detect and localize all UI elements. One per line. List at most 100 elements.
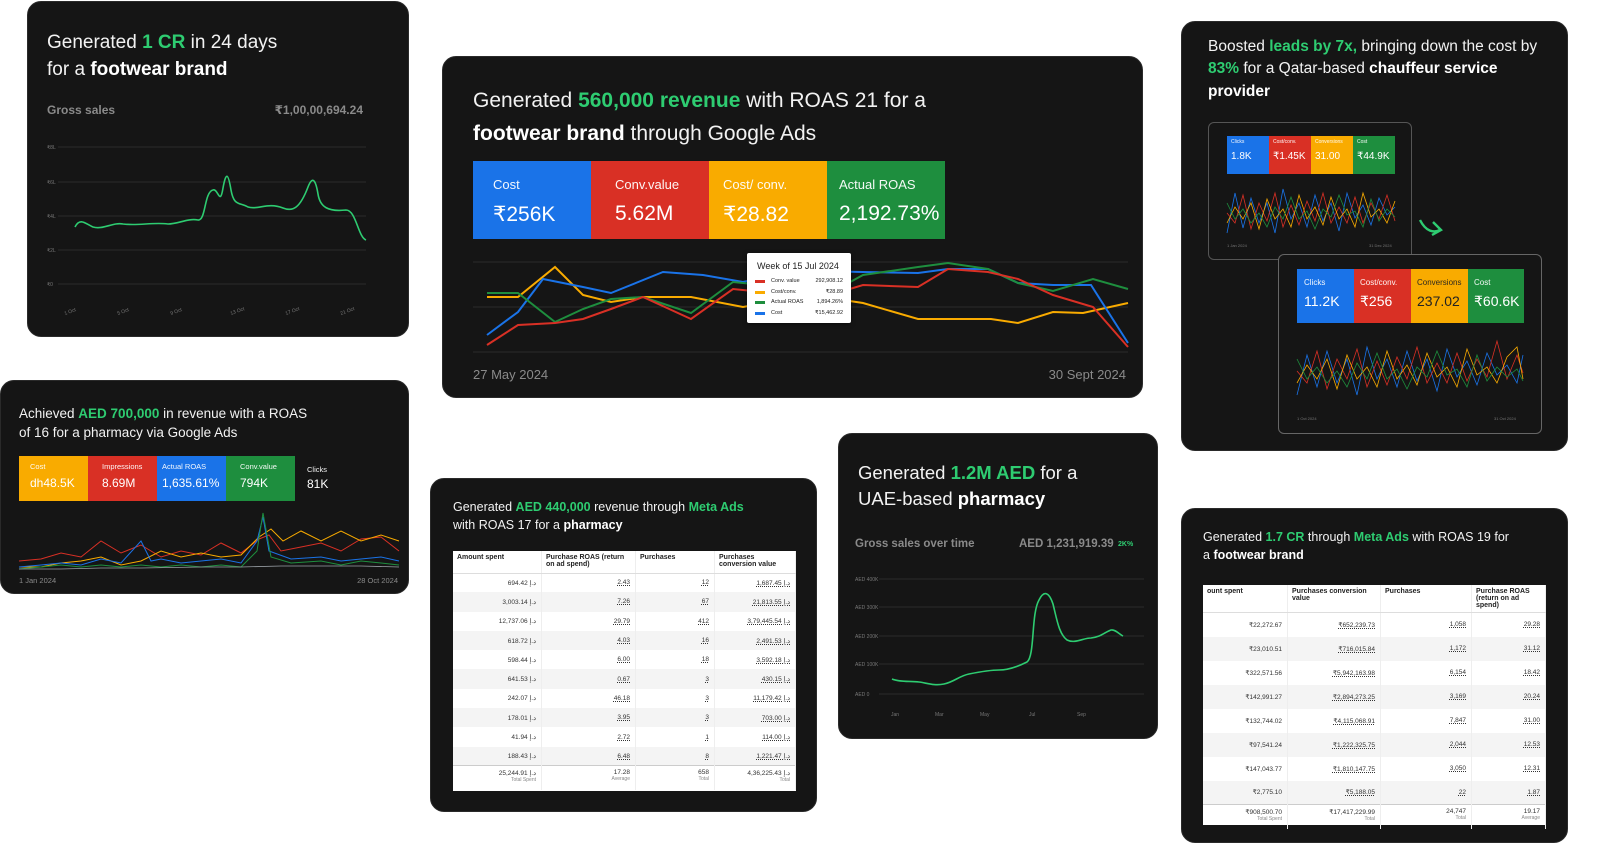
total-cell: ₹908,500.70 Total Spent xyxy=(1203,804,1288,829)
table-cell: 1.87 xyxy=(1471,780,1546,805)
card-uae-pharmacy: Generated 1.2M AED for a UAE-based pharm… xyxy=(838,433,1158,739)
table-row[interactable]: ₹322,571.56 ₹5,942,163.98 6,154 18.42 xyxy=(1203,660,1546,685)
date-start: 27 May 2024 xyxy=(473,367,549,382)
table-row[interactable]: ₹2,775.10 ₹5,188.05 22 1.87 xyxy=(1203,780,1546,805)
after-stat-cost-per-conv[interactable]: Cost/conv. ₹256 xyxy=(1354,269,1411,323)
card-pharmacy-google-ads: Achieved AED 700,000 in revenue with a R… xyxy=(0,380,409,594)
total-cell: 24,747 Total xyxy=(1380,804,1472,829)
card-footwear-1cr: Generated 1 CR in 24 days for a footwear… xyxy=(27,1,409,337)
before-stat-conversions[interactable]: Conversions 31.00 xyxy=(1311,136,1353,174)
table-cell: 3 xyxy=(635,669,715,689)
table-cell: ₹22,272.67 xyxy=(1203,612,1288,637)
before-panel: Clicks 1.8K Cost/conv. ₹1.45K Conversions 3… xyxy=(1208,122,1412,260)
table-row[interactable]: ₹97,541.24 ₹1,222,325.75 2,044 12.53 xyxy=(1203,732,1546,757)
table-cell: 188.43 د.إ xyxy=(453,746,542,766)
stat-cost[interactable]: Cost dh48.5K xyxy=(19,456,88,501)
y-tick: ₹8L xyxy=(47,145,56,151)
table-cell: ₹1,810,147.75 xyxy=(1287,756,1381,781)
col-header[interactable]: ount spent xyxy=(1203,585,1288,613)
table-cell: 21,813.55 د.إ xyxy=(714,592,796,612)
y-tick: ₹0 xyxy=(47,282,53,288)
after-panel: Clicks 11.2K Cost/conv. ₹256 Conversions 23… xyxy=(1278,254,1542,434)
col-header[interactable]: Purchase ROAS (return on ad spend) xyxy=(1471,585,1546,613)
card2-stat-row: Cost ₹256K Conv.value 5.62M Cost/ conv. ₹28… xyxy=(473,161,945,239)
col-header[interactable]: Purchase ROAS (return on ad spend) xyxy=(541,551,636,574)
stat-conv-value[interactable]: Conv.value 794K xyxy=(226,456,295,501)
total-cell: 17.28 Average xyxy=(541,765,636,790)
table-row[interactable]: 242.07 د.إ 46.18 3 11,179.42 د.إ xyxy=(453,688,796,709)
card6-headline: Generated 1.2M AED for a UAE-based pharm… xyxy=(858,462,1078,510)
total-cell: 4,36,225.43 د.إ Total xyxy=(714,765,796,790)
stat-actual-roas[interactable]: Actual ROAS 2,192.73% xyxy=(827,161,945,239)
svg-text:31 Dec 2024: 31 Dec 2024 xyxy=(1369,243,1392,248)
table-row[interactable]: 694.42 د.إ 2.43 12 1,687.45 د.إ xyxy=(453,573,796,593)
table-cell: 6.48 xyxy=(541,746,636,766)
after-stat-cost[interactable]: Cost ₹60.6K xyxy=(1468,269,1524,323)
table-cell: 29.79 xyxy=(541,611,636,631)
table-cell: ₹5,942,163.98 xyxy=(1287,660,1381,685)
table-row[interactable]: ₹22,272.67 ₹652,239.73 1,058 29.28 xyxy=(1203,612,1546,637)
card3-headline: Boosted leads by 7x, bringing down the c… xyxy=(1208,38,1538,100)
table-row[interactable]: 641.53 د.إ 0.67 3 430.15 د.إ xyxy=(453,669,796,689)
card6-line-chart: AED 400K AED 300K AED 200K AED 100K AED … xyxy=(855,577,1144,718)
col-header[interactable]: Purchases conversion value xyxy=(1287,585,1381,613)
table-row[interactable]: 618.72 د.إ 4.03 16 2,491.53 د.إ xyxy=(453,630,796,651)
svg-text:1 Jan 2024: 1 Jan 2024 xyxy=(1227,243,1248,248)
stat-cost-per-conv[interactable]: Cost/ conv. ₹28.82 xyxy=(709,161,827,239)
after-stat-clicks[interactable]: Clicks 11.2K xyxy=(1297,269,1354,323)
col-header[interactable]: Purchases conversion value xyxy=(714,551,796,574)
card4-headline: Achieved AED 700,000 in revenue with a R… xyxy=(19,406,308,440)
before-stat-clicks[interactable]: Clicks 1.8K xyxy=(1227,136,1269,174)
table-cell: 2,044 xyxy=(1380,732,1472,757)
table-cell: ₹652,239.73 xyxy=(1287,612,1381,637)
y-tick: ₹2L xyxy=(47,248,56,254)
table-cell: 2.72 xyxy=(541,727,636,747)
table-cell: 31.12 xyxy=(1471,636,1546,661)
x-tick: 9 Oct xyxy=(170,307,184,317)
table-cell: ₹23,010.51 xyxy=(1203,636,1288,661)
before-stat-cost-per-conv[interactable]: Cost/conv. ₹1.45K xyxy=(1269,136,1311,174)
after-stat-conversions[interactable]: Conversions 237.02 xyxy=(1411,269,1468,323)
stat-impressions[interactable]: Impressions 8.69M xyxy=(88,456,157,501)
card5-table: Amount spent Purchase ROAS (return on ad… xyxy=(453,551,796,790)
table-cell: 3,050 xyxy=(1380,756,1472,781)
table-cell: 31.00 xyxy=(1471,708,1546,733)
stat-cost[interactable]: Cost ₹256K xyxy=(473,161,591,239)
stat-conv-value[interactable]: Conv.value 5.62M xyxy=(591,161,709,239)
table-row[interactable]: ₹142,991.27 ₹2,894,273.25 3,169 20.24 xyxy=(1203,684,1546,709)
table-cell: ₹2,775.10 xyxy=(1203,780,1288,805)
table-cell: 1 xyxy=(635,727,715,747)
card2-headline: Generated 560,000 revenue with ROAS 21 f… xyxy=(473,89,926,145)
col-header[interactable]: Amount spent xyxy=(453,551,542,574)
table-row[interactable]: 3,003.14 د.إ 7.26 67 21,813.55 د.إ xyxy=(453,592,796,612)
stat-actual-roas[interactable]: Actual ROAS 1,635.61% xyxy=(157,456,226,501)
table-cell: 7,847 xyxy=(1380,708,1472,733)
table-cell: 20.24 xyxy=(1471,684,1546,709)
card5-table-panel: Amount spent Purchase ROAS (return on ad… xyxy=(453,551,796,791)
table-cell: 3.95 xyxy=(541,708,636,728)
table-cell: ₹97,541.24 xyxy=(1203,732,1288,757)
svg-text:AED 200K: AED 200K xyxy=(855,634,879,640)
table-row[interactable]: 41.94 د.إ 2.72 1 114.00 د.إ xyxy=(453,727,796,747)
table-row[interactable]: 598.44 د.إ 6.00 18 3,592.18 د.إ xyxy=(453,650,796,670)
table-cell: 641.53 د.إ xyxy=(453,669,542,689)
table-row[interactable]: 12,737.06 د.إ 29.79 412 3,79,445.54 د.إ xyxy=(453,611,796,631)
table-row[interactable]: 188.43 د.إ 6.48 8 1,221.47 د.إ xyxy=(453,746,796,766)
card7-table-panel: ount spent Purchases conversion value Pu… xyxy=(1203,585,1546,829)
table-row[interactable]: ₹23,010.51 ₹716,015.84 1,172 31.12 xyxy=(1203,636,1546,661)
col-header[interactable]: Purchases xyxy=(1380,585,1472,613)
before-stat-cost[interactable]: Cost ₹44.9K xyxy=(1353,136,1395,174)
table-cell: 7.26 xyxy=(541,592,636,612)
table-row[interactable]: ₹147,043.77 ₹1,810,147.75 3,050 12.31 xyxy=(1203,756,1546,781)
table-cell: 67 xyxy=(635,592,715,612)
table-row[interactable]: ₹132,744.02 ₹4,115,068.91 7,847 31.00 xyxy=(1203,708,1546,733)
table-cell: ₹716,015.84 xyxy=(1287,636,1381,661)
table-cell: 12 xyxy=(635,573,715,593)
table-cell: 6.00 xyxy=(541,650,636,670)
gross-sales-value: ₹1,00,00,694.24 xyxy=(274,103,363,117)
card1-headline: Generated 1 CR in 24 days for a footwear… xyxy=(47,32,278,80)
col-header[interactable]: Purchases xyxy=(635,551,715,574)
table-row[interactable]: 178.01 د.إ 3.95 3 703.00 د.إ xyxy=(453,708,796,728)
svg-text:AED 0: AED 0 xyxy=(855,692,870,698)
stat-clicks[interactable]: Clicks 81K xyxy=(307,465,329,491)
